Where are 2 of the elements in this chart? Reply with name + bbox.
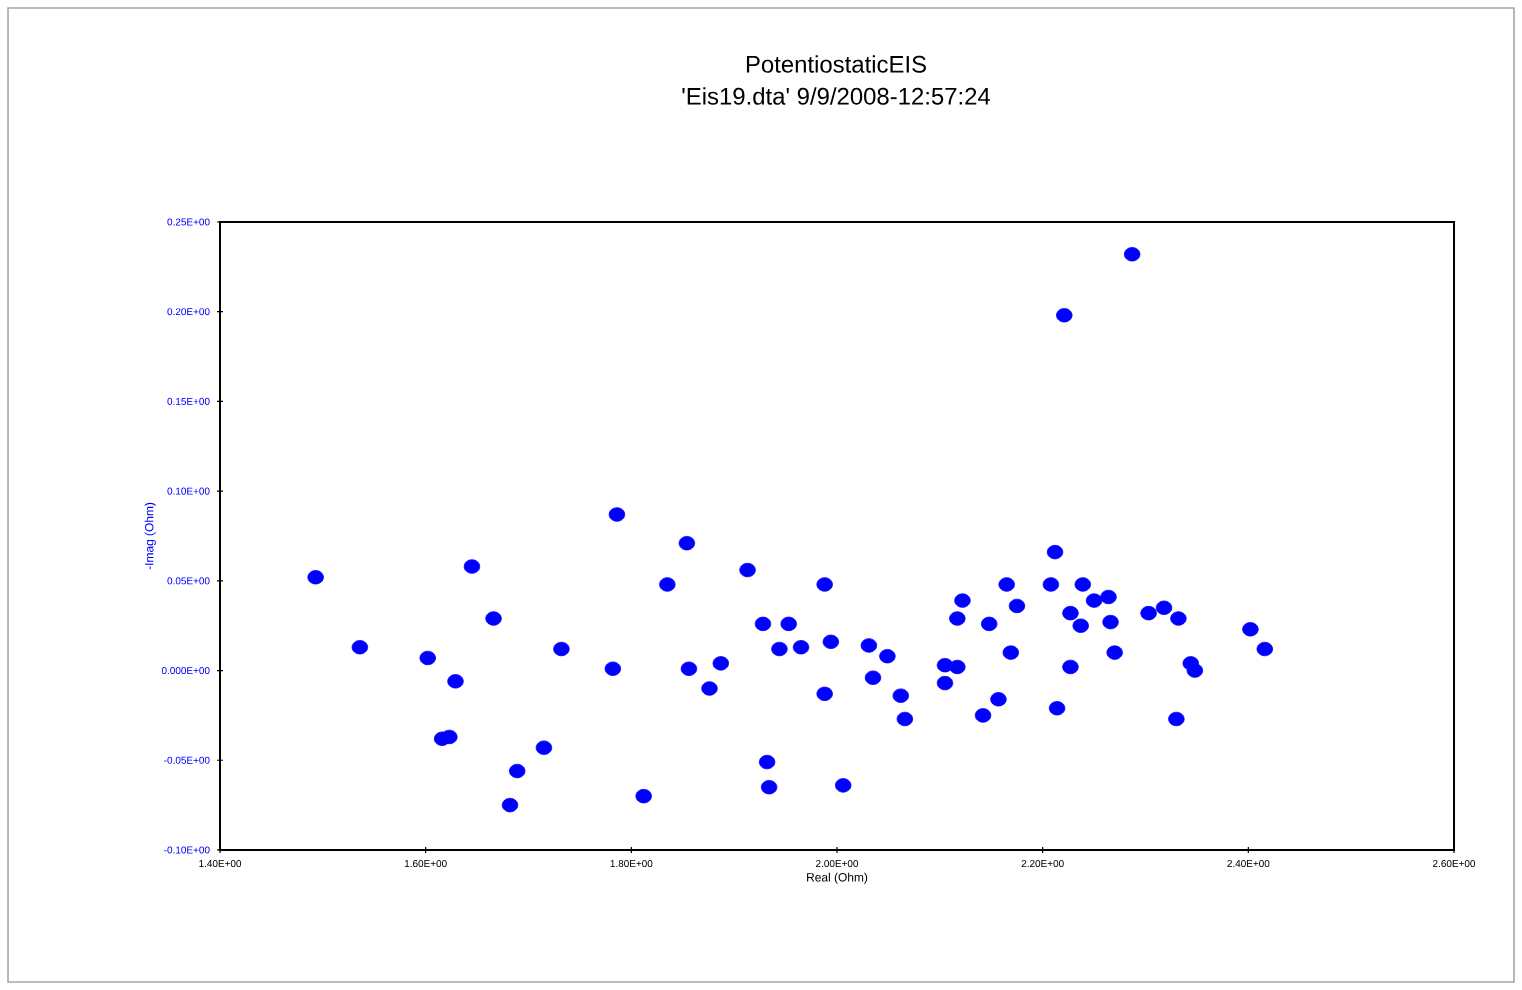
chart-subtitle: 'Eis19.dta' 9/9/2008-12:57:24 <box>682 87 991 105</box>
chart-title: PotentiostaticEIS <box>746 55 926 73</box>
